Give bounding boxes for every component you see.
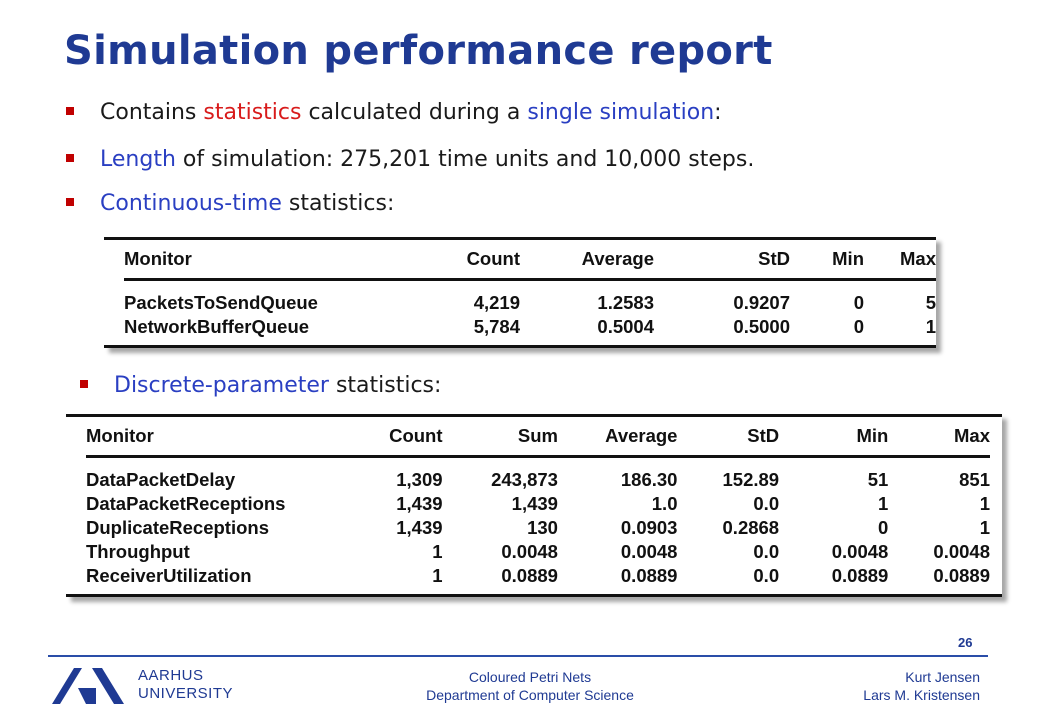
table-cell: 130 <box>527 517 558 538</box>
table-cell: 186.30 <box>620 469 678 490</box>
table-cell: DataPacketDelay <box>86 469 236 490</box>
table-cell: 1,439 <box>396 517 443 538</box>
table-cell: NetworkBufferQueue <box>124 316 310 337</box>
bullet-marker-icon <box>66 154 74 162</box>
table-cell: 1 <box>432 541 443 562</box>
table-cell: 1,439 <box>511 493 558 514</box>
table-cell: 152.89 <box>722 469 780 490</box>
university-name: AARHUS UNIVERSITY <box>138 667 234 702</box>
footer-divider <box>48 655 988 657</box>
table-cell: 0.0048 <box>831 541 889 562</box>
table-row: DataPacketDelay 1,309 243,873 186.30 152… <box>86 457 990 493</box>
table-cell: 0.0889 <box>933 565 990 586</box>
table-cell: 0.2868 <box>722 517 780 538</box>
table-cell: 1 <box>878 493 889 514</box>
table-cell: 0.5004 <box>597 316 654 337</box>
table-row: PacketsToSendQueue 4,219 1.2583 0.9207 0… <box>124 280 936 316</box>
table-cell: 243,873 <box>491 469 558 490</box>
table-cell: 0 <box>878 517 889 538</box>
table-cell: 51 <box>867 469 889 490</box>
table-cell: 0.0889 <box>501 565 558 586</box>
header-cell: Max <box>888 417 990 458</box>
table-row: DataPacketReceptions 1,439 1,439 1.0 0.0… <box>86 492 990 516</box>
table-cell: 1,309 <box>396 469 443 490</box>
bullet-marker-icon <box>66 198 74 206</box>
header-cell: StD <box>677 417 780 458</box>
header-cell: Count <box>352 417 443 458</box>
table-cell: 5 <box>925 292 936 313</box>
table-cell: Throughput <box>86 541 190 562</box>
table-cell: DataPacketReceptions <box>86 493 286 514</box>
table-cell: 1.2583 <box>597 292 654 313</box>
table-cell: 0 <box>853 316 864 337</box>
table-cell: 4,219 <box>473 292 520 313</box>
header-cell: StD <box>654 240 790 281</box>
bullet-marker-icon <box>66 107 74 115</box>
header-cell: Average <box>520 240 654 281</box>
table-cell: 0.0 <box>753 541 780 562</box>
discrete-stats-table: Monitor Count Sum Average StD Min Max Da… <box>66 414 1002 597</box>
table-row: NetworkBufferQueue 5,784 0.5004 0.5000 0… <box>124 315 936 345</box>
table-cell: PacketsToSendQueue <box>124 292 318 313</box>
header-cell: Sum <box>442 417 558 458</box>
table-cell: 1 <box>979 517 990 538</box>
table-cell: 1,439 <box>396 493 443 514</box>
footer-authors: Kurt Jensen Lars M. Kristensen <box>863 669 980 703</box>
table-cell: 0.5000 <box>733 316 790 337</box>
table-row: ReceiverUtilization 1 0.0889 0.0889 0.0 … <box>86 564 990 594</box>
table-cell: DuplicateReceptions <box>86 517 269 538</box>
table-header-row: Monitor Count Average StD Min Max <box>124 240 936 281</box>
table-cell: 0.0889 <box>620 565 678 586</box>
table-cell: 0.0903 <box>620 517 678 538</box>
table-cell: 0.0048 <box>933 541 990 562</box>
table-cell: 0 <box>853 292 864 313</box>
bullet-continuous: Continuous-time statistics: <box>66 191 394 216</box>
table-header-row: Monitor Count Sum Average StD Min Max <box>86 417 990 458</box>
footer-center: Coloured Petri Nets Department of Comput… <box>426 669 634 703</box>
table-cell: 0.9207 <box>733 292 790 313</box>
table-cell: 1 <box>925 316 936 337</box>
table-cell: ReceiverUtilization <box>86 565 252 586</box>
table-cell: 0.0048 <box>620 541 678 562</box>
header-cell: Min <box>779 417 889 458</box>
table-cell: 0.0889 <box>831 565 889 586</box>
table-cell: 1 <box>432 565 443 586</box>
header-cell: Monitor <box>86 417 353 458</box>
aarhus-university-logo-icon <box>52 668 124 704</box>
table-cell: 0.0 <box>753 565 780 586</box>
bullet-statistics: Contains statistics calculated during a … <box>66 100 722 125</box>
slide-title: Simulation performance report <box>64 28 773 74</box>
table-cell: 0.0048 <box>501 541 558 562</box>
bullet-discrete: Discrete-parameter statistics: <box>80 373 441 398</box>
page-number: 26 <box>958 635 973 650</box>
header-cell: Monitor <box>124 240 404 281</box>
bullet-length: Length of simulation: 275,201 time units… <box>66 147 754 172</box>
table-cell: 5,784 <box>473 316 520 337</box>
continuous-stats-table: Monitor Count Average StD Min Max Packet… <box>104 237 936 348</box>
header-cell: Count <box>404 240 520 281</box>
table-cell: 1 <box>979 493 990 514</box>
table-cell: 0.0 <box>753 493 780 514</box>
table-cell: 851 <box>959 469 990 490</box>
header-cell: Min <box>790 240 864 281</box>
header-cell: Max <box>864 240 936 281</box>
table-cell: 1.0 <box>651 493 678 514</box>
bullet-marker-icon <box>80 380 88 388</box>
header-cell: Average <box>557 417 678 458</box>
table-row: Throughput 1 0.0048 0.0048 0.0 0.0048 0.… <box>86 540 990 564</box>
table-row: DuplicateReceptions 1,439 130 0.0903 0.2… <box>86 516 990 540</box>
